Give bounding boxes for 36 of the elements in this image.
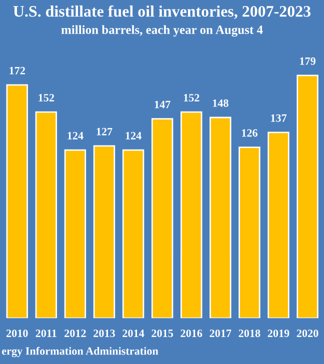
data-label: 126: [242, 129, 258, 137]
text: ergy Information Administration: [2, 346, 158, 358]
x-tick-label: 2011: [36, 330, 56, 338]
bar: [93, 145, 116, 318]
data-label: 124: [68, 132, 84, 140]
bar: [122, 149, 144, 318]
bar: [64, 149, 86, 318]
x-tick-label: 2018: [238, 330, 260, 338]
data-label: 179: [300, 57, 316, 65]
bar: [268, 132, 290, 318]
bar: [6, 84, 28, 318]
bar: [238, 146, 260, 318]
bar: [210, 116, 232, 318]
data-label: 172: [10, 66, 25, 74]
data-label: 152: [38, 94, 54, 102]
data-label: 148: [212, 99, 228, 107]
x-tick-label: 2016: [180, 330, 202, 338]
x-tick-label: 2014: [122, 330, 144, 338]
data-label: 127: [96, 128, 112, 136]
bar: [151, 118, 174, 318]
bar: [296, 74, 318, 318]
data-label: 147: [154, 100, 170, 108]
data-label: 137: [271, 114, 287, 122]
x-tick-label: 2010: [6, 330, 28, 338]
x-tick-label: 2020: [296, 330, 318, 338]
data-label: 124: [126, 132, 142, 140]
x-tick-label: 2019: [268, 330, 290, 338]
chart-subtitle: million barrels, each year on August 4: [61, 25, 263, 37]
data-label: 152: [184, 94, 200, 102]
x-tick-label: 2017: [210, 330, 232, 338]
chart-title: U.S. distillate fuel oil inventories, 2007-2023: [13, 5, 311, 20]
bar: [180, 111, 202, 318]
x-tick-label: 2015: [152, 330, 174, 338]
x-tick-label: 2012: [64, 330, 86, 338]
x-tick-label: 2013: [94, 330, 115, 338]
bar: [35, 111, 58, 318]
